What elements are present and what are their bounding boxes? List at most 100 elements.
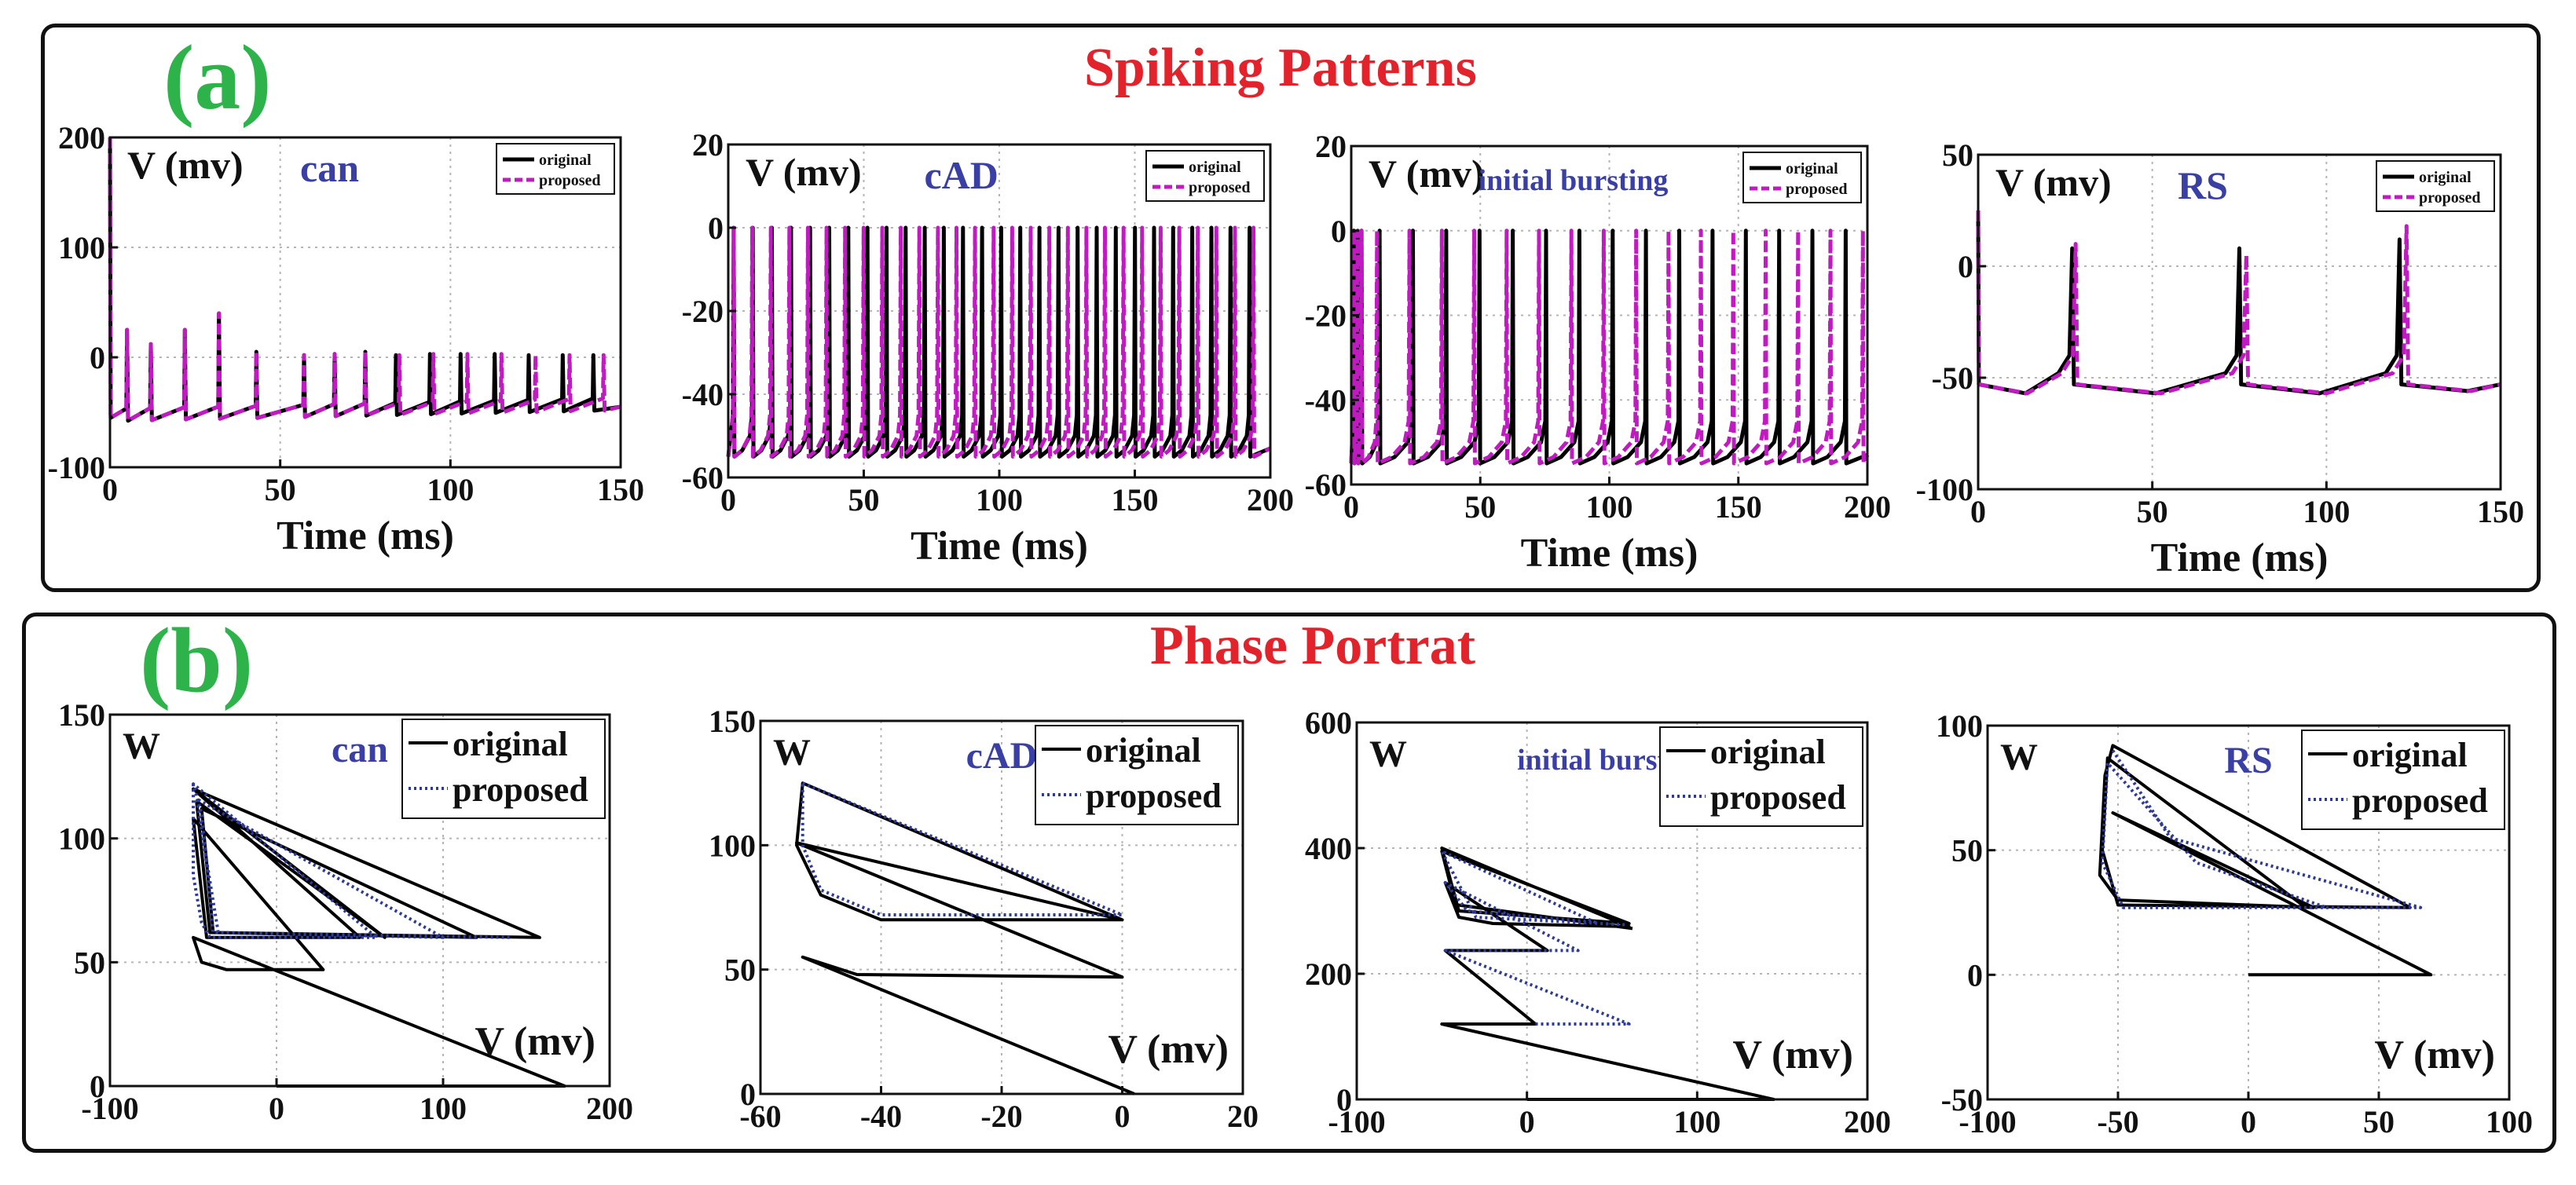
xtick-label: 0	[1519, 1104, 1535, 1139]
ytick-label: 0	[708, 210, 724, 246]
legend-label-proposed: proposed	[2419, 189, 2481, 207]
legend-label-original: original	[1189, 159, 1241, 176]
series-proposed	[1440, 850, 1631, 1026]
legend-label-original: original	[453, 725, 568, 763]
legend: original proposed	[1659, 726, 1863, 827]
panel-b-frame	[22, 613, 2556, 1153]
legend-box	[401, 719, 606, 819]
series-proposed	[1349, 229, 1870, 466]
legend-box	[1145, 150, 1265, 202]
xtick-label: 0	[1115, 1099, 1130, 1134]
legend-label-original: original	[1786, 160, 1838, 177]
xtick-label: 50	[2363, 1104, 2395, 1139]
xtick-label: 100	[976, 482, 1023, 518]
y-axis-label: W	[2000, 737, 2038, 778]
series-original	[2098, 744, 2433, 977]
legend-label-proposed: proposed	[1786, 181, 1848, 198]
legend: original proposed	[496, 143, 615, 195]
legend: original proposed	[2376, 160, 2495, 212]
ytick-label: 0	[90, 340, 105, 375]
axes-frame	[108, 136, 622, 469]
y-axis-label: W	[773, 732, 811, 774]
chart-spiking-initial-bursting: 0 50 100 150 200 -60 -40 -20 0 20 V (mv) Time (ms) i…	[1305, 129, 1891, 576]
xtick-label: 100	[2486, 1104, 2533, 1139]
panel-a-title: Spiking Patterns	[1084, 38, 1477, 98]
ytick-label: 400	[1305, 831, 1352, 866]
ytick-label: 50	[74, 945, 105, 980]
xtick-label: 150	[1715, 489, 1762, 525]
ytick-label: -20	[1305, 298, 1347, 334]
axes-frame	[1355, 721, 1869, 1101]
series-proposed	[192, 782, 510, 939]
series-proposed	[108, 137, 621, 423]
xtick-label: 0	[1343, 489, 1359, 525]
ytick-label: -100	[1916, 472, 1973, 507]
ytick-label: -60	[1305, 467, 1347, 503]
xtick-label: 0	[102, 472, 118, 507]
legend-label-original: original	[1086, 731, 1201, 770]
ytick-label: 100	[58, 230, 105, 265]
legend-label-original: original	[1710, 733, 1826, 771]
xtick-label: 200	[1844, 489, 1891, 525]
legend-label-proposed: proposed	[1710, 778, 1846, 817]
chart-phase-cad: -60 -40 -20 0 20 0 50 100 150 W V (mv) cAD original p…	[709, 704, 1259, 1134]
x-axis-label: Time (ms)	[2151, 536, 2329, 580]
ytick-label: 100	[1936, 708, 1983, 744]
legend-label-proposed: proposed	[2352, 781, 2488, 820]
xtick-label: -50	[2097, 1104, 2138, 1139]
y-axis-label: V (mv)	[127, 143, 244, 187]
legend-box	[1742, 152, 1862, 203]
xtick-label: -60	[739, 1099, 781, 1134]
ytick-label: 100	[709, 828, 756, 863]
ytick-label: 150	[709, 704, 756, 739]
legend-label-original: original	[539, 152, 592, 169]
ytick-label: 50	[1942, 137, 1973, 173]
series-proposed	[1976, 210, 2501, 396]
ytick-label: 20	[692, 127, 724, 163]
legend: original proposed	[401, 719, 606, 819]
legend-label-proposed: proposed	[1189, 179, 1251, 196]
x-axis-label: V (mv)	[1108, 1027, 1229, 1072]
xtick-label: -20	[980, 1099, 1022, 1134]
chart-subtitle: RS	[2224, 740, 2272, 781]
chart-subtitle: cAD	[966, 735, 1038, 777]
ytick-label: 0	[1331, 214, 1347, 249]
xtick-label: -100	[1959, 1104, 2016, 1139]
xtick-label: 20	[1227, 1099, 1259, 1134]
ytick-label: 0	[90, 1069, 105, 1104]
legend-box	[2376, 160, 2495, 212]
xtick-label: 200	[1247, 482, 1294, 518]
ytick-label: 100	[58, 821, 105, 857]
xtick-label: 50	[1464, 489, 1496, 525]
xtick-label: 50	[848, 482, 880, 518]
xtick-label: 0	[2241, 1104, 2256, 1139]
series-proposed	[801, 781, 1124, 916]
xtick-label: 150	[2477, 494, 2524, 529]
series-original	[1440, 847, 1775, 1101]
ytick-label: 0	[1336, 1082, 1352, 1117]
panel-a-frame	[41, 24, 2541, 592]
ytick-label: 50	[1951, 833, 1983, 869]
chart-subtitle: cAD	[924, 153, 998, 197]
ytick-label: 0	[1958, 249, 1973, 284]
xtick-label: 100	[1673, 1104, 1720, 1139]
legend-label-original: original	[2352, 736, 2468, 774]
xtick-label: 100	[1586, 489, 1633, 525]
legend-box	[1659, 726, 1863, 827]
chart-subtitle: initial bursting	[1479, 164, 1669, 197]
ytick-label: -50	[1941, 1082, 1983, 1117]
ytick-label: 20	[1315, 129, 1347, 164]
ytick-label: -50	[1932, 360, 1973, 396]
chart-spiking-rs: 0 50 100 150 -100 -50 0 50 V (mv) Time (ms) RS orig…	[1916, 137, 2524, 580]
xtick-label: 0	[720, 482, 736, 518]
legend-box	[2301, 730, 2505, 830]
y-axis-label: V (mv)	[1995, 160, 2112, 204]
xtick-label: 200	[586, 1091, 633, 1126]
series-proposed	[726, 225, 1272, 459]
ytick-label: 0	[1967, 957, 1983, 993]
